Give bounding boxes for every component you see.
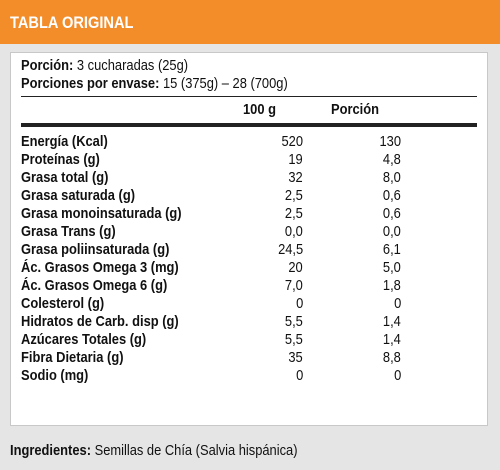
portion-line: Porción: 3 cucharadas (25g) bbox=[21, 57, 215, 74]
value-per-100g: 32 bbox=[288, 169, 303, 186]
table-row: Colesterol (g) 0 0 bbox=[21, 295, 477, 313]
portion-label: Porción: bbox=[21, 57, 74, 74]
portion-value: 3 cucharadas (25g) bbox=[76, 57, 189, 74]
column-header-100g: 100 g bbox=[243, 101, 276, 118]
nutrition-panel: Porción: 3 cucharadas (25g) Porciones po… bbox=[10, 52, 488, 426]
table-row: Ác. Grasos Omega 3 (mg) 20 5,0 bbox=[21, 259, 477, 277]
value-per-portion: 130 bbox=[379, 133, 401, 150]
nutrient-name: Energía (Kcal) bbox=[21, 133, 108, 150]
nutrient-name: Sodio (mg) bbox=[21, 367, 89, 384]
value-per-100g: 35 bbox=[288, 349, 303, 366]
table-row: Ác. Grasos Omega 6 (g) 7,0 1,8 bbox=[21, 277, 477, 295]
value-per-100g: 5,5 bbox=[285, 313, 303, 330]
value-per-portion: 0 bbox=[393, 367, 401, 384]
per-package-value: 15 (375g) – 28 (700g) bbox=[162, 75, 288, 92]
value-per-portion: 8,0 bbox=[383, 169, 401, 186]
table-row: Grasa poliinsaturada (g) 24,5 6,1 bbox=[21, 241, 477, 259]
per-package-label: Porciones por envase: bbox=[21, 75, 160, 92]
nutrient-name: Fibra Dietaria (g) bbox=[21, 349, 124, 366]
value-per-100g: 0 bbox=[295, 295, 303, 312]
nutrient-name: Grasa Trans (g) bbox=[21, 223, 116, 240]
value-per-portion: 1,4 bbox=[383, 313, 401, 330]
value-per-portion: 8,8 bbox=[383, 349, 401, 366]
nutrient-name: Hidratos de Carb. disp (g) bbox=[21, 313, 179, 330]
value-per-100g: 520 bbox=[281, 133, 303, 150]
table-row: Hidratos de Carb. disp (g) 5,5 1,4 bbox=[21, 313, 477, 331]
per-package-line: Porciones por envase: 15 (375g) – 28 (70… bbox=[21, 75, 331, 92]
nutrient-name: Grasa total (g) bbox=[21, 169, 109, 186]
value-per-100g: 0,0 bbox=[285, 223, 303, 240]
ingredients-line: Ingredientes: Semillas de Chía (Salvia h… bbox=[10, 442, 344, 459]
nutrient-rows: Energía (Kcal) 520 130 Proteínas (g) 19 4,8 Gr… bbox=[21, 133, 477, 385]
nutrient-name: Proteínas (g) bbox=[21, 151, 100, 168]
value-per-portion: 1,8 bbox=[383, 277, 401, 294]
value-per-100g: 24,5 bbox=[277, 241, 303, 258]
value-per-portion: 6,1 bbox=[383, 241, 401, 258]
value-per-portion: 4,8 bbox=[383, 151, 401, 168]
nutrient-name: Azúcares Totales (g) bbox=[21, 331, 147, 348]
table-row: Fibra Dietaria (g) 35 8,8 bbox=[21, 349, 477, 367]
table-row: Sodio (mg) 0 0 bbox=[21, 367, 477, 385]
value-per-100g: 20 bbox=[288, 259, 303, 276]
table-header-bar: TABLA ORIGINAL bbox=[0, 0, 500, 44]
nutrient-name: Ác. Grasos Omega 6 (g) bbox=[21, 277, 168, 294]
table-row: Grasa total (g) 32 8,0 bbox=[21, 169, 477, 187]
divider-thick bbox=[21, 123, 477, 127]
table-row: Proteínas (g) 19 4,8 bbox=[21, 151, 477, 169]
table-row: Grasa monoinsaturada (g) 2,5 0,6 bbox=[21, 205, 477, 223]
value-per-100g: 19 bbox=[288, 151, 303, 168]
value-per-portion: 0 bbox=[393, 295, 401, 312]
value-per-100g: 7,0 bbox=[285, 277, 303, 294]
table-row: Azúcares Totales (g) 5,5 1,4 bbox=[21, 331, 477, 349]
value-per-100g: 2,5 bbox=[285, 187, 303, 204]
table-row: Grasa Trans (g) 0,0 0,0 bbox=[21, 223, 477, 241]
nutrient-name: Ác. Grasos Omega 3 (mg) bbox=[21, 259, 179, 276]
ingredients-label: Ingredientes: bbox=[10, 442, 92, 459]
value-per-100g: 0 bbox=[295, 367, 303, 384]
table-row: Energía (Kcal) 520 130 bbox=[21, 133, 477, 151]
value-per-portion: 0,6 bbox=[383, 205, 401, 222]
nutrient-name: Grasa saturada (g) bbox=[21, 187, 135, 204]
table-title: TABLA ORIGINAL bbox=[10, 13, 134, 32]
nutrient-name: Grasa poliinsaturada (g) bbox=[21, 241, 170, 258]
value-per-100g: 5,5 bbox=[285, 331, 303, 348]
column-header-portion: Porción bbox=[331, 101, 380, 118]
value-per-portion: 0,0 bbox=[383, 223, 401, 240]
nutrient-name: Colesterol (g) bbox=[21, 295, 105, 312]
table-row: Grasa saturada (g) 2,5 0,6 bbox=[21, 187, 477, 205]
ingredients-value: Semillas de Chía (Salvia hispánica) bbox=[94, 442, 298, 459]
value-per-100g: 2,5 bbox=[285, 205, 303, 222]
value-per-portion: 0,6 bbox=[383, 187, 401, 204]
value-per-portion: 5,0 bbox=[383, 259, 401, 276]
divider bbox=[21, 96, 477, 97]
nutrient-name: Grasa monoinsaturada (g) bbox=[21, 205, 182, 222]
value-per-portion: 1,4 bbox=[383, 331, 401, 348]
